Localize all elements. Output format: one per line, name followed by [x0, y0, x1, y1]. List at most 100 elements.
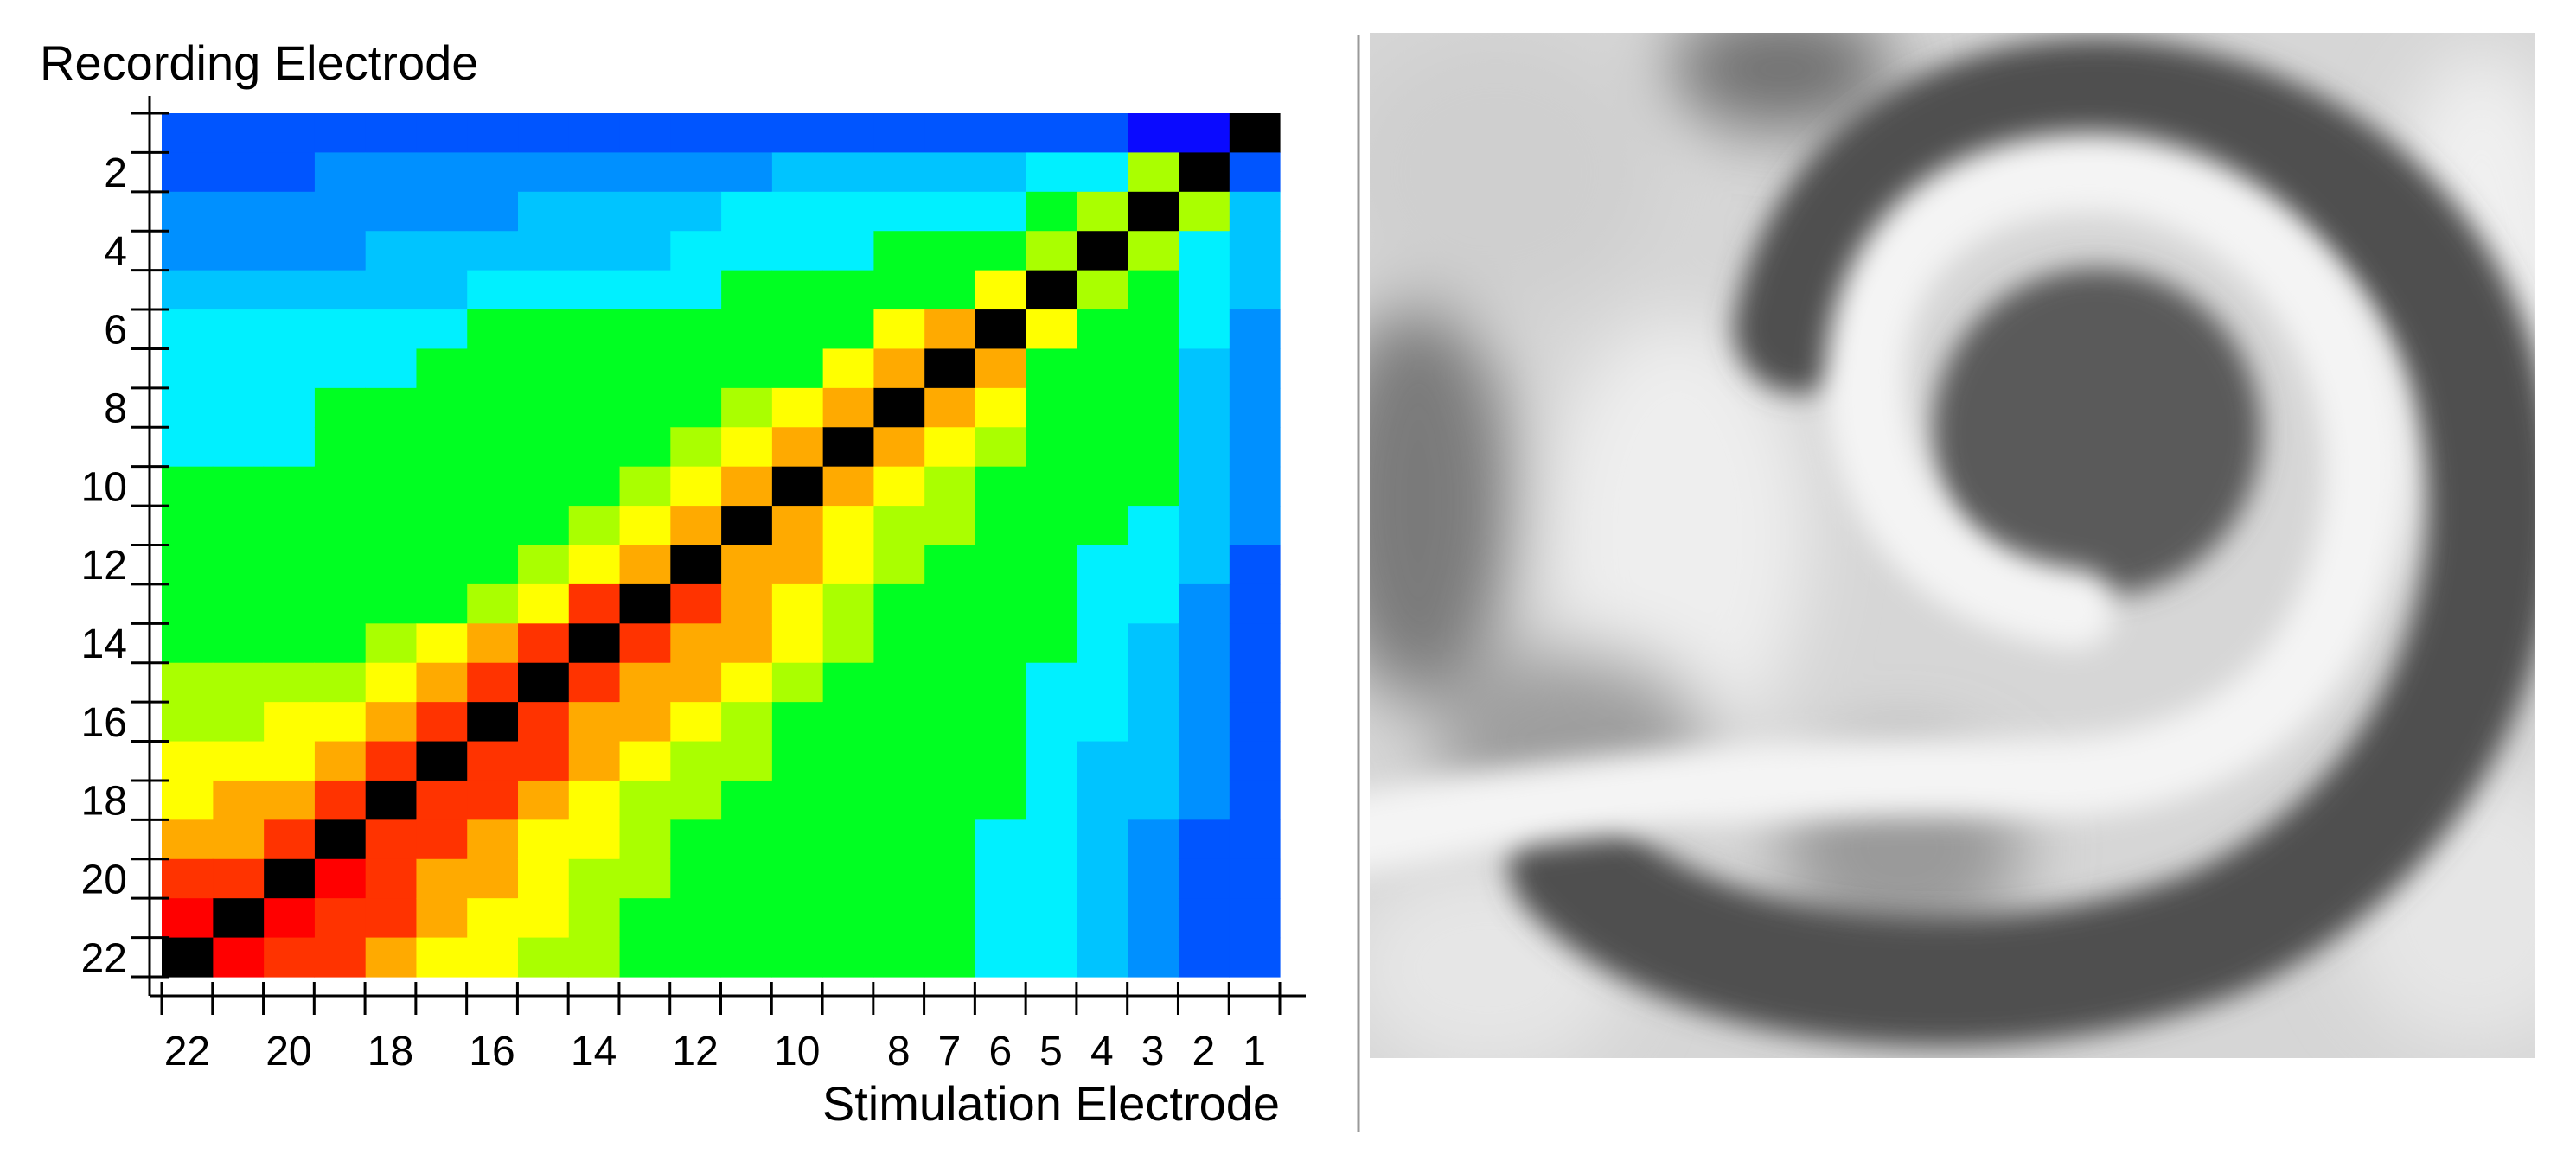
heatmap-cell	[314, 113, 366, 154]
heatmap-cell	[1127, 191, 1179, 232]
heatmap-cell	[924, 466, 975, 507]
heatmap-cell	[924, 937, 975, 978]
heatmap-cell	[1026, 506, 1077, 546]
heatmap-cell	[924, 623, 975, 664]
heatmap-cell	[162, 623, 214, 664]
heatmap-cell	[212, 309, 265, 350]
heatmap-cell	[720, 819, 772, 860]
heatmap-cell	[1026, 152, 1077, 193]
heatmap-cell	[975, 780, 1026, 820]
heatmap-cell	[212, 623, 265, 664]
heatmap-cell	[365, 898, 417, 939]
heatmap-cell	[314, 466, 366, 507]
heatmap-cell	[1026, 466, 1077, 507]
heatmap-cell	[162, 466, 214, 507]
heatmap-cell	[517, 466, 569, 507]
heatmap-cell	[975, 231, 1026, 271]
heatmap-cell	[1127, 387, 1179, 428]
heatmap-cell	[822, 741, 874, 781]
heatmap-cell	[263, 819, 315, 860]
heatmap-cell	[669, 152, 722, 193]
heatmap-cell	[1127, 506, 1179, 546]
heatmap-cell	[263, 231, 315, 271]
heatmap-cell	[1127, 231, 1179, 271]
heatmap-cell	[415, 427, 468, 468]
heatmap-cell	[1026, 780, 1077, 820]
heatmap-cell	[924, 662, 975, 703]
heatmap-cell	[517, 545, 569, 585]
heatmap-cell	[1026, 702, 1077, 743]
heatmap-cell	[415, 898, 468, 939]
heatmap-cell	[924, 898, 975, 939]
heatmap-cell	[415, 191, 468, 232]
heatmap-cell	[415, 937, 468, 978]
heatmap-cell	[771, 152, 823, 193]
heatmap-cell	[669, 545, 722, 585]
heatmap-cell	[314, 741, 366, 781]
heatmap-cell	[618, 191, 671, 232]
heatmap-cell	[415, 270, 468, 310]
heatmap-cell	[466, 309, 519, 350]
heatmap-cell	[1127, 583, 1179, 624]
y-tick-label: 10	[81, 464, 127, 510]
heatmap-cell	[517, 231, 569, 271]
heatmap-cell	[822, 819, 874, 860]
heatmap-cell	[365, 387, 417, 428]
heatmap-cell	[466, 662, 519, 703]
heatmap-cell	[517, 702, 569, 743]
heatmap-cell	[415, 858, 468, 899]
heatmap-cell	[1178, 741, 1230, 781]
heatmap-cell	[1026, 191, 1077, 232]
y-tick-label: 8	[104, 386, 127, 432]
heatmap-cell	[466, 702, 519, 743]
heatmap-cell	[415, 623, 468, 664]
heatmap-cell	[1178, 152, 1230, 193]
heatmap-cell	[263, 662, 315, 703]
heatmap-cell	[771, 898, 823, 939]
heatmap-cell	[822, 898, 874, 939]
heatmap-cell	[162, 662, 214, 703]
heatmap-cell	[1229, 191, 1281, 232]
heatmap-cell	[212, 741, 265, 781]
heatmap-cell	[1178, 780, 1230, 820]
heatmap-cell	[771, 545, 823, 585]
heatmap-cell	[365, 545, 417, 585]
heatmap-cell	[162, 270, 214, 310]
heatmap-cell	[1026, 231, 1077, 271]
heatmap-cell	[263, 937, 315, 978]
heatmap-cell	[568, 152, 620, 193]
heatmap-cell	[1229, 231, 1281, 271]
heatmap-cell	[873, 583, 925, 624]
heatmap-cell	[162, 387, 214, 428]
heatmap-cell	[1229, 152, 1281, 193]
heatmap-cell	[822, 662, 874, 703]
heatmap-cell	[162, 702, 214, 743]
heatmap-cell	[365, 466, 417, 507]
heatmap-cell	[517, 937, 569, 978]
heatmap-cell	[415, 309, 468, 350]
heatmap-cell	[517, 113, 569, 154]
heatmap-cell	[365, 506, 417, 546]
heatmap-cell	[822, 858, 874, 899]
heatmap-cell	[771, 583, 823, 624]
heatmap-cell	[263, 466, 315, 507]
heatmap-cell	[263, 858, 315, 899]
heatmap-cell	[415, 662, 468, 703]
heatmap-cell	[924, 270, 975, 310]
heatmap-cell	[517, 387, 569, 428]
x-tick-label: 10	[774, 1029, 820, 1074]
heatmap-cell	[618, 583, 671, 624]
heatmap-cell	[720, 898, 772, 939]
heatmap-cell	[466, 387, 519, 428]
heatmap-cell	[771, 309, 823, 350]
heatmap-cell	[1229, 662, 1281, 703]
heatmap-cell	[669, 113, 722, 154]
heatmap-cell	[1127, 898, 1179, 939]
heatmap-cell	[1178, 702, 1230, 743]
heatmap-cell	[1229, 427, 1281, 468]
heatmap-cell	[975, 113, 1026, 154]
heatmap-cell	[1229, 702, 1281, 743]
heatmap-cell	[314, 780, 366, 820]
heatmap-cell	[466, 270, 519, 310]
heatmap-cell	[1076, 270, 1128, 310]
